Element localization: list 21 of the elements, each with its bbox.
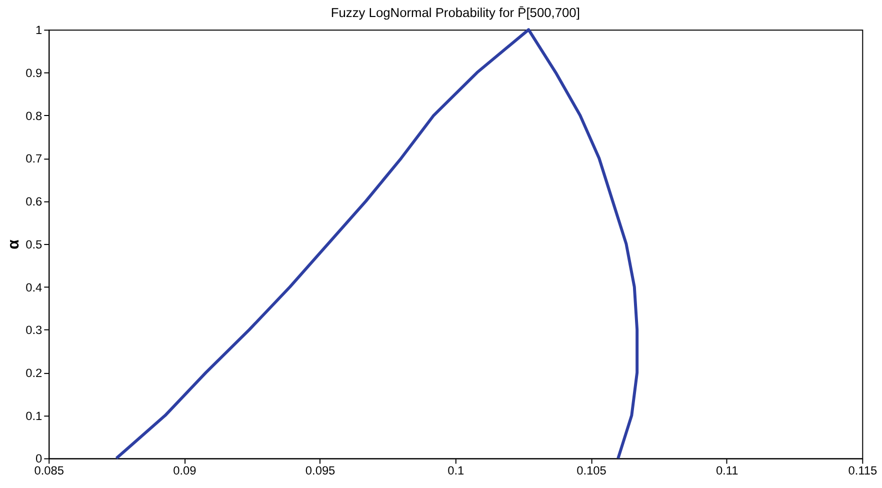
y-tick-label: 1 <box>36 23 43 38</box>
x-tick-label: 0.095 <box>305 464 336 478</box>
chart-title: Fuzzy LogNormal Probability for P̄[500,700] <box>330 4 580 20</box>
x-tick-label: 0.105 <box>576 464 607 478</box>
y-tick-label: 0.5 <box>26 237 43 252</box>
y-tick-label: 0 <box>36 452 43 466</box>
x-tick-label: 0.09 <box>173 464 197 478</box>
y-tick-label: 0.9 <box>26 66 43 80</box>
y-tick-label: 0.7 <box>26 152 43 166</box>
y-tick-label: 0.1 <box>26 408 43 423</box>
y-tick-label: 0.6 <box>26 194 43 209</box>
y-tick-label: 0.4 <box>26 280 43 294</box>
x-tick-label: 0.085 <box>34 464 64 478</box>
x-tick-label: 0.11 <box>716 464 739 478</box>
y-tick-label: 0.8 <box>26 108 43 123</box>
line-series <box>114 28 639 460</box>
y-axis-title: α <box>6 239 23 250</box>
x-tick-label: 0.115 <box>848 464 878 478</box>
y-tick-label: 0.3 <box>26 323 43 338</box>
y-tick-label: 0.2 <box>26 366 43 380</box>
x-tick-label: 0.1 <box>448 464 465 478</box>
